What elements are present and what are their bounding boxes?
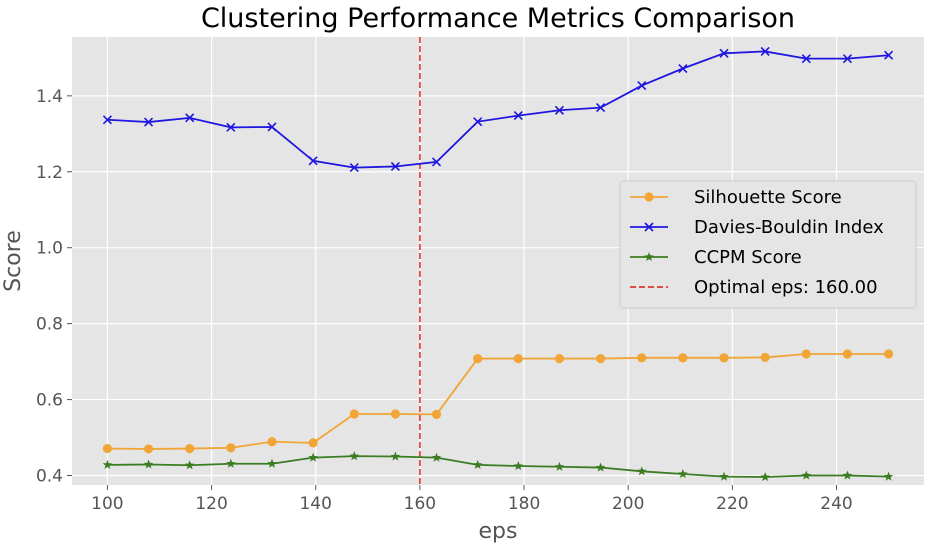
data-point (636, 466, 647, 476)
data-point (760, 472, 770, 482)
data-point (473, 353, 483, 364)
x-tick-label: 200 (612, 494, 644, 514)
data-point (308, 438, 318, 448)
data-point (842, 470, 853, 480)
data-point (678, 353, 688, 363)
data-point (760, 352, 770, 363)
data-point (644, 252, 654, 262)
data-point (267, 437, 277, 447)
legend: Silhouette Score Davies-Bouldin Index CCPM… (619, 180, 917, 309)
data-point (637, 81, 647, 91)
data-point (883, 471, 894, 481)
data-point (801, 470, 812, 480)
x-tick-label: 120 (195, 494, 227, 514)
data-point (308, 452, 318, 462)
data-point (349, 409, 359, 419)
series-silhouette-score (102, 349, 894, 454)
data-point (719, 353, 729, 363)
data-point (884, 50, 894, 60)
data-point (883, 349, 894, 359)
data-point (184, 460, 195, 470)
y-axis-label: Score (1, 230, 26, 292)
data-point (349, 163, 359, 173)
y-tick-label: 1.4 (36, 87, 63, 107)
x-tick-label: 160 (404, 494, 436, 514)
data-point (595, 353, 606, 364)
legend-box (619, 180, 917, 309)
data-point (801, 54, 811, 64)
data-point (678, 468, 688, 479)
data-point (349, 451, 360, 461)
data-point (513, 111, 523, 121)
data-point (143, 459, 154, 469)
series-ccpm-score (102, 451, 894, 482)
series-line (107, 50, 889, 169)
data-point (513, 461, 524, 471)
data-point (267, 122, 277, 132)
data-point (185, 113, 195, 123)
data-point (390, 409, 401, 419)
legend-label: Silhouette Score (694, 187, 842, 208)
data-point (185, 443, 195, 454)
data-point (390, 161, 400, 172)
x-tick-labels: 100 120 140 160 180 200 220 240 (91, 485, 853, 514)
data-point (801, 349, 811, 359)
data-point (473, 117, 483, 127)
y-tick-label: 1.0 (36, 239, 63, 259)
x-tick-label: 220 (716, 494, 748, 514)
data-point (267, 458, 277, 468)
series-davies-bouldin-index (102, 46, 894, 173)
series-line (107, 455, 889, 478)
data-point (143, 117, 154, 127)
data-point (595, 462, 606, 472)
data-point (143, 444, 154, 454)
x-tick-label: 240 (820, 494, 852, 514)
data-point (760, 46, 770, 56)
y-tick-label: 0.6 (36, 391, 63, 411)
data-point (308, 156, 318, 166)
data-point (226, 443, 236, 453)
data-point (472, 459, 483, 469)
x-tick-label: 180 (508, 494, 540, 514)
legend-label: CCPM Score (694, 247, 802, 268)
data-point (554, 105, 565, 115)
legend-label: Optimal eps: 160.00 (694, 277, 878, 298)
data-point (431, 409, 442, 419)
data-point (554, 461, 565, 471)
data-point (226, 122, 236, 132)
data-point (719, 471, 729, 481)
data-point (431, 452, 442, 462)
legend-label: Davies-Bouldin Index (694, 217, 884, 238)
x-axis-label: eps (479, 519, 518, 544)
x-tick-label: 140 (299, 494, 331, 514)
y-tick-label: 1.2 (36, 163, 63, 183)
data-point (637, 353, 647, 363)
data-point (513, 353, 523, 364)
y-tick-labels: 0.4 0.6 0.8 1.0 1.2 1.4 (36, 87, 72, 487)
grid (72, 37, 924, 485)
data-point (678, 63, 688, 74)
chart-title: Clustering Performance Metrics Compariso… (201, 3, 795, 34)
data-point (390, 451, 401, 461)
data-point (842, 54, 853, 64)
series-line (107, 353, 889, 450)
data-point (102, 459, 113, 469)
data-point (596, 103, 606, 113)
y-tick-label: 0.4 (36, 467, 63, 487)
x-tick-label: 100 (91, 494, 123, 514)
data-point (226, 458, 236, 468)
data-point (644, 192, 654, 202)
data-point (431, 157, 442, 167)
data-point (719, 48, 729, 58)
y-tick-label: 0.8 (36, 315, 63, 335)
series-group (102, 46, 894, 482)
data-point (644, 222, 654, 232)
data-point (554, 353, 565, 364)
data-point (102, 443, 113, 454)
data-point (102, 115, 112, 125)
data-point (842, 349, 853, 359)
